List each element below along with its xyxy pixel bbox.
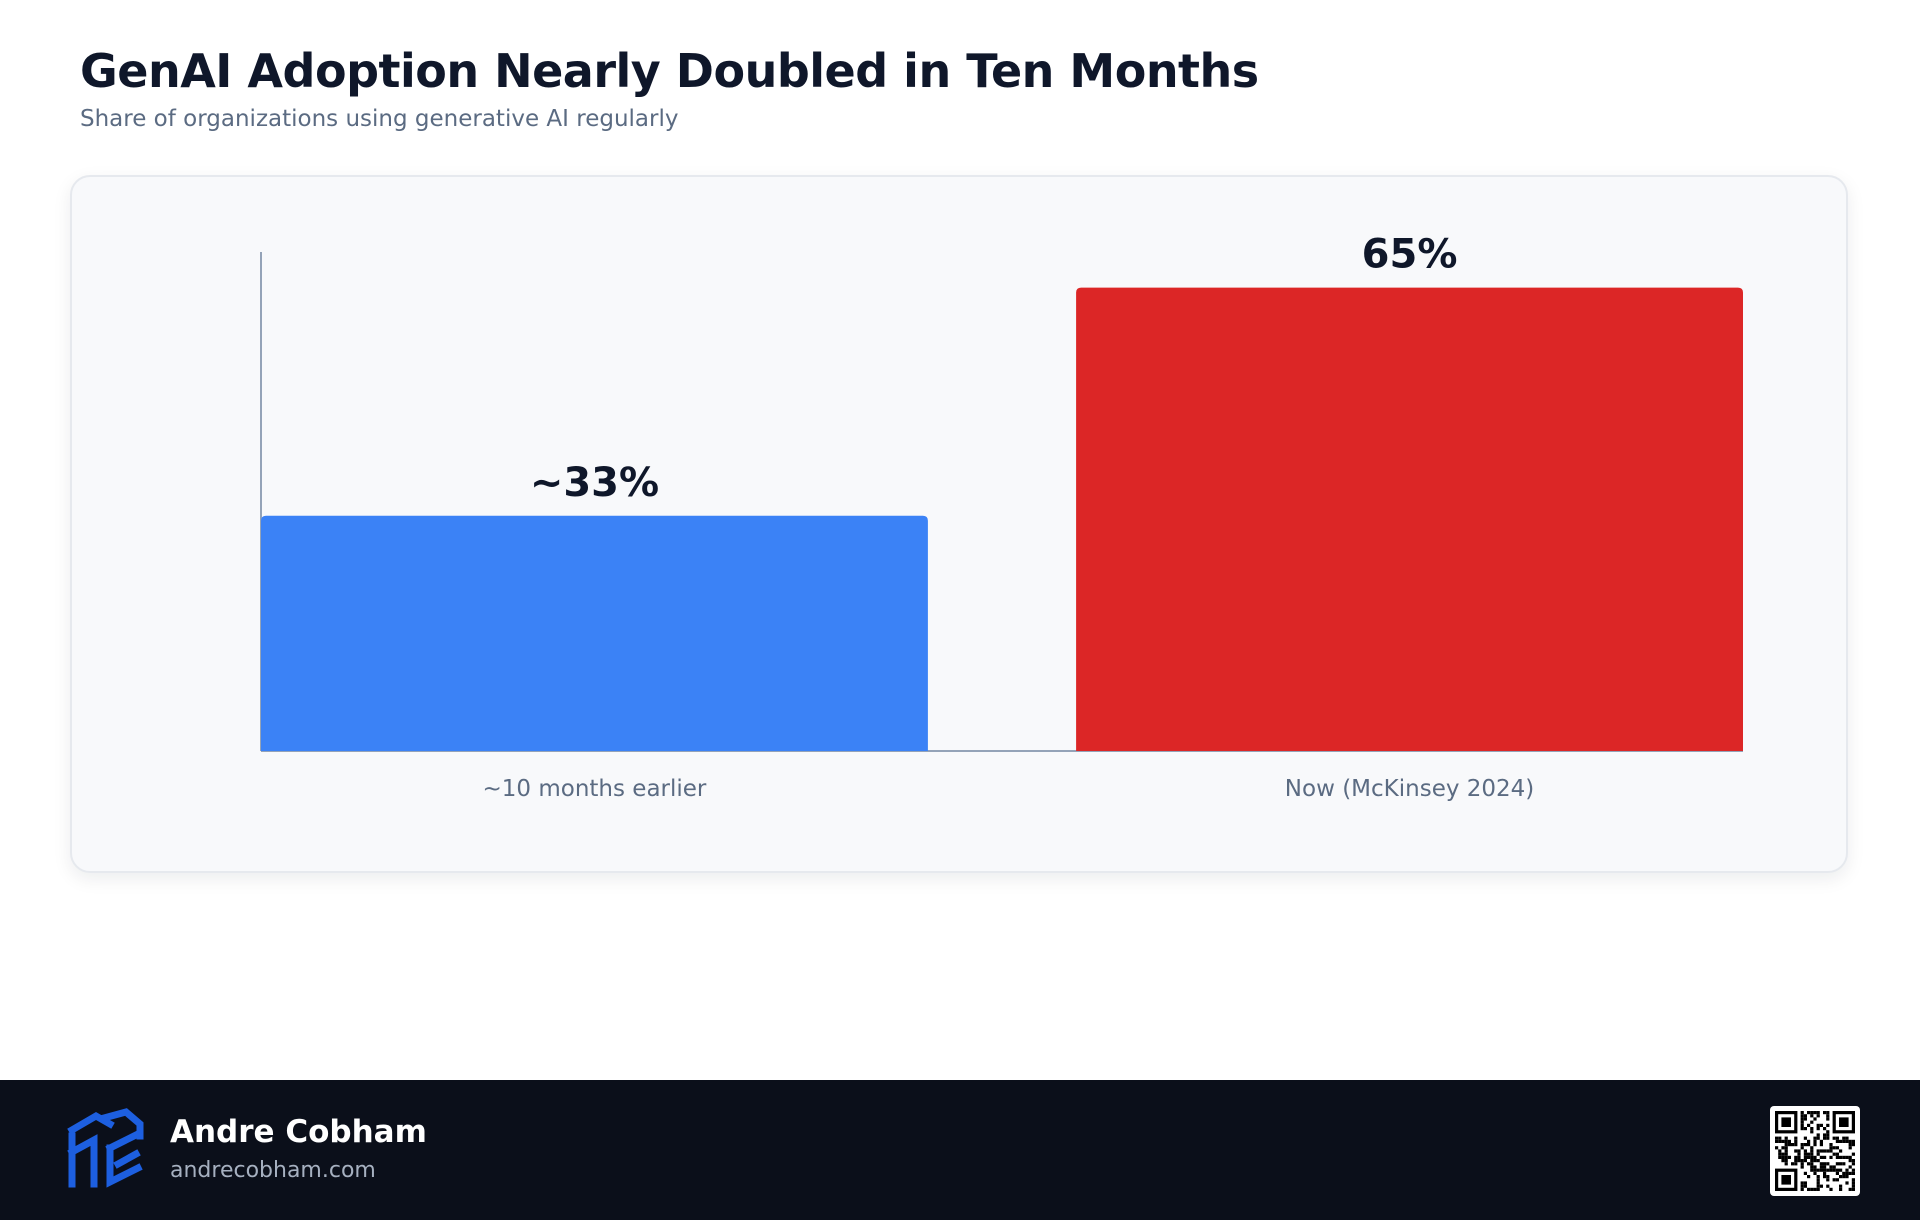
bar-value-label: 65% (1362, 232, 1458, 278)
bar-chart: ~33% ~10 months earlier 65% Now (McKinsey 2… (260, 232, 1743, 802)
cube-logo-icon (67, 1108, 144, 1188)
chart-card: ~33% ~10 months earlier 65% Now (McKinsey 2… (70, 175, 1848, 873)
qr-code-icon (1770, 1106, 1860, 1196)
x-tick-label: Now (McKinsey 2024) (1285, 776, 1534, 802)
bar (261, 515, 928, 751)
author-name: Andre Cobham (170, 1114, 427, 1150)
x-tick-label: ~10 months earlier (483, 776, 707, 802)
author-website[interactable]: andrecobham.com (170, 1158, 376, 1183)
bar (1076, 287, 1743, 751)
footer: Andre Cobham andrecobham.com (0, 1080, 1920, 1220)
chart-title: GenAI Adoption Nearly Doubled in Ten Mon… (80, 44, 1259, 98)
chart-subtitle: Share of organizations using generative … (80, 106, 679, 132)
bar-value-label: ~33% (530, 460, 659, 506)
